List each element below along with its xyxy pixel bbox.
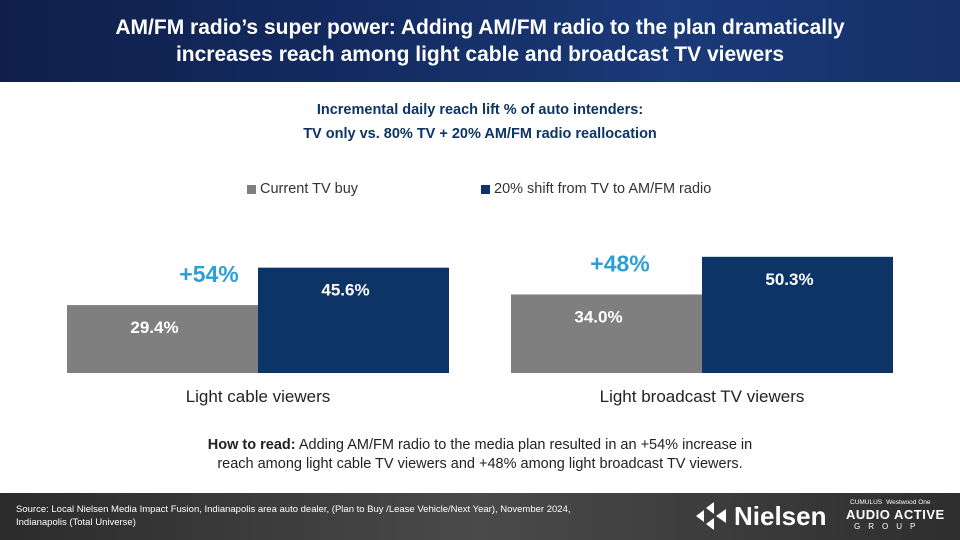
source-note: Source: Local Nielsen Media Impact Fusio… xyxy=(16,503,676,529)
legend-swatch-radio-shift xyxy=(481,184,490,194)
partner-logos: CUMULUS Westwood One xyxy=(850,499,954,506)
bar-data-label-0-0: 29.4% xyxy=(130,318,178,337)
lift-label-0: +54% xyxy=(179,261,238,287)
category-label-1: Light broadcast TV viewers xyxy=(600,387,805,406)
legend-item-current-tv: Current TV buy xyxy=(247,181,358,197)
bar-data-label-1-1: 50.3% xyxy=(765,270,813,289)
nielsen-logo: Nielsen xyxy=(694,501,827,531)
bar-chart: 29.4% 45.6% +54% Light cable viewers 34.0% 50… xyxy=(67,250,893,406)
legend-swatch-current-tv xyxy=(247,184,256,194)
audio-active-group-logo: CUMULUS Westwood One AUDIO ACTIVE GROUP xyxy=(846,499,954,531)
source-line-2: Indianapolis (Total Universe) xyxy=(16,517,136,528)
bar-current-tv-0 xyxy=(67,305,258,373)
chart-title: Incremental daily reach lift % of auto i… xyxy=(0,98,960,146)
legend-item-radio-shift: 20% shift from TV to AM/FM radio xyxy=(481,181,711,197)
bar-data-label-1-0: 45.6% xyxy=(321,281,369,300)
bar-radio-shift-0 xyxy=(258,267,449,373)
category-label-0: Light cable viewers xyxy=(186,387,331,406)
bar-data-label-0-1: 34.0% xyxy=(574,307,622,326)
how-to-read-line-1: How to read: Adding AM/FM radio to the m… xyxy=(0,436,960,455)
legend-label-radio-shift: 20% shift from TV to AM/FM radio xyxy=(494,181,712,197)
westwood-one-logo: Westwood One xyxy=(886,499,931,506)
how-to-read-text-2: reach among light cable TV viewers and +… xyxy=(217,456,743,472)
chart-title-line-2: TV only vs. 80% TV + 20% AM/FM radio rea… xyxy=(303,126,657,142)
chart-legend: Current TV buy 20% shift from TV to AM/F… xyxy=(0,181,960,199)
bar-radio-shift-1 xyxy=(702,256,893,373)
footer-bar: Source: Local Nielsen Media Impact Fusio… xyxy=(0,493,960,540)
source-line-1: Source: Local Nielsen Media Impact Fusio… xyxy=(16,504,571,515)
lift-label-1: +48% xyxy=(590,250,649,276)
chart-title-line-1: Incremental daily reach lift % of auto i… xyxy=(316,102,644,118)
audio-active-wordmark: AUDIO ACTIVE xyxy=(846,507,945,522)
nielsen-wordmark: Nielsen xyxy=(734,500,827,531)
nielsen-mark-icon xyxy=(696,502,726,530)
slide-header: AM/FM radio’s super power: Adding AM/FM … xyxy=(0,0,960,82)
group-wordmark: GROUP xyxy=(854,522,924,531)
cumulus-logo: CUMULUS xyxy=(850,499,883,506)
legend-label-current-tv: Current TV buy xyxy=(260,181,359,197)
bars-layer xyxy=(67,256,893,373)
slide-title-line-1: AM/FM radio’s super power: Adding AM/FM … xyxy=(115,16,845,39)
how-to-read-lead: How to read: xyxy=(207,437,296,453)
slide-title-line-2: increases reach among light cable and br… xyxy=(175,43,785,66)
labels-layer: 29.4% 45.6% +54% Light cable viewers 34.0% 50… xyxy=(130,250,813,406)
slide-title: AM/FM radio’s super power: Adding AM/FM … xyxy=(115,14,844,68)
how-to-read: How to read: Adding AM/FM radio to the m… xyxy=(0,436,960,474)
bar-current-tv-1 xyxy=(511,294,702,373)
how-to-read-text-1: Adding AM/FM radio to the media plan res… xyxy=(298,437,753,453)
